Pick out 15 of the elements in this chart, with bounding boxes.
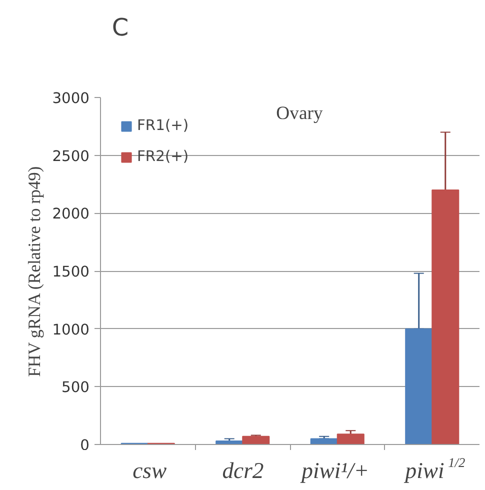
y-tick-label: 1000 [52, 321, 90, 338]
y-tick-label: 2000 [52, 206, 90, 223]
y-tick-label: 1500 [52, 264, 90, 280]
x-tick-label: piwi¹/+ [300, 458, 370, 483]
x-tick-label: csw [132, 458, 167, 483]
legend-label: FR2(+) [137, 148, 189, 165]
text: C [112, 14, 129, 42]
y-axis-title: FHV gRNA (Relative to rp49) [25, 166, 44, 377]
x-tick-label: dcr2 [222, 458, 264, 483]
chart-title: Ovary [276, 103, 324, 124]
y-tick-label: 500 [62, 379, 90, 396]
y-tick-label: 2500 [52, 148, 90, 165]
y-tick-label: 0 [80, 437, 90, 454]
y-tick-label: 3000 [52, 90, 90, 107]
legend-label: FR1(+) [137, 117, 189, 134]
